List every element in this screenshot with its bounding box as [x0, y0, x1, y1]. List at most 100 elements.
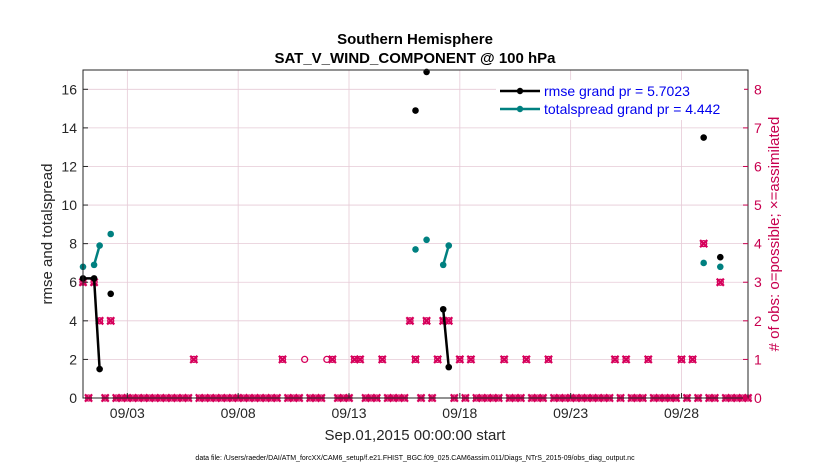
obs-possible-marker [500, 355, 508, 364]
obs-assimilated-marker-stroke2 [355, 355, 365, 364]
ticks: 09/03 09/08 09/13 09/18 09/23 09/280246810121… [61, 81, 762, 421]
totalspread-line [92, 245, 101, 266]
y-right-tick-label: 5 [754, 197, 762, 213]
obs-assimilated-marker-stroke2 [610, 355, 620, 364]
y-right-tick-label: 6 [754, 158, 762, 174]
rmse-point [700, 134, 707, 141]
obs-possible-marker [406, 317, 414, 325]
rmse-point [107, 290, 115, 298]
obs-possible-marker [522, 355, 530, 364]
obs-possible-marker [456, 355, 464, 364]
obs-possible-marker [328, 355, 337, 364]
obs-assimilated-marker-stroke2 [688, 355, 697, 364]
x-tick-label: 09/18 [442, 405, 477, 421]
rmse-point [439, 305, 447, 313]
totalspread-point [716, 263, 724, 271]
totalspread-point [96, 242, 103, 249]
obs-possible-marker [411, 355, 420, 364]
y-right-tick-label: 1 [754, 351, 762, 367]
y-tick-label: 16 [61, 81, 77, 97]
rmse-point [445, 363, 453, 371]
obs-possible-marker [688, 355, 697, 364]
obs-assimilated-marker-stroke2 [715, 277, 725, 287]
rmse-point [90, 275, 98, 282]
totalspread-point [107, 230, 115, 238]
obs-possible-marker [677, 355, 686, 364]
obs-possible-marker [644, 355, 652, 364]
obs-assimilated-marker-stroke2 [521, 355, 531, 364]
totalspread-point [412, 246, 419, 253]
legend-rmse-text: rmse grand pr = 5.7023 [544, 83, 690, 99]
y-tick-label: 2 [69, 351, 77, 367]
y-tick-label: 12 [61, 158, 77, 174]
obs-assimilated-marker-stroke2 [621, 355, 631, 364]
totalspread-point [439, 261, 447, 269]
x-tick-label: 09/23 [553, 405, 588, 421]
totalspread-point [423, 236, 430, 244]
y-right-tick-label: 3 [754, 274, 762, 290]
y-tick-label: 6 [69, 274, 77, 290]
chart-subtitle: SAT_V_WIND_COMPONENT @ 100 hPa [274, 50, 556, 67]
obs-assimilated-marker-stroke2 [499, 355, 509, 364]
obs-possible-marker [611, 355, 619, 364]
y-tick-label: 0 [69, 390, 77, 406]
totalspread-point [90, 261, 98, 269]
obs-assimilated-marker-stroke2 [699, 239, 709, 249]
obs-possible-marker [434, 355, 442, 364]
obs-possible-marker [544, 355, 553, 364]
legend-rmse-marker [516, 87, 524, 95]
y-tick-label: 4 [69, 313, 77, 329]
obs-assimilated-marker-stroke2 [455, 355, 465, 364]
obs-assimilated-marker-stroke2 [422, 316, 431, 326]
obs-possible-marker [107, 317, 115, 325]
rmse-point [716, 253, 724, 261]
x-axis-label: Sep.01,2015 00:00:00 start [325, 427, 507, 444]
obs-assimilated-marker-stroke2 [643, 355, 653, 364]
obs-possible-marker [622, 355, 630, 364]
totalspread-point [700, 259, 707, 267]
legend-spread-text: totalspread grand pr = 4.442 [544, 101, 721, 117]
obs-possible-marker [716, 278, 724, 286]
obs-possible-marker [467, 355, 475, 364]
y-right-tick-label: 2 [754, 313, 762, 329]
obs-possible-marker [278, 355, 287, 364]
y-tick-label: 10 [61, 197, 77, 213]
x-tick-label: 09/03 [110, 405, 145, 421]
rmse-line [441, 309, 450, 368]
obs-possible-marker [700, 239, 708, 248]
rmse-point [96, 365, 103, 373]
legend-spread-marker [516, 105, 524, 113]
y-axis-label: rmse and totalspread [39, 164, 56, 305]
x-tick-label: 09/08 [221, 405, 256, 421]
obs-assimilated-marker-stroke2 [189, 355, 199, 364]
chart-title: Southern Hemisphere [337, 31, 493, 48]
obs-assimilated-marker-stroke2 [278, 355, 287, 364]
data-file-footer: data file: /Users/raeder/DAI/ATM_forcXX/… [195, 455, 635, 462]
axes-background [83, 70, 748, 398]
obs-assimilated-marker-stroke2 [106, 316, 116, 326]
y-right-tick-label: 8 [754, 81, 762, 97]
x-tick-label: 09/28 [664, 405, 699, 421]
obs-assimilated-marker-stroke2 [544, 355, 553, 364]
obs-possible-marker [378, 355, 386, 364]
legend: rmse grand pr = 5.7023 totalspread grand… [496, 80, 744, 120]
obs-possible-marker [301, 355, 309, 364]
obs-possible-marker [190, 355, 198, 364]
obs-possible-marker [356, 355, 364, 364]
obs-possible-marker [445, 317, 453, 325]
y-right-tick-label: 0 [754, 390, 762, 406]
obs-assimilated-marker-stroke2 [677, 355, 686, 364]
x-tick-label: 09/13 [331, 405, 366, 421]
obs-assimilated-marker-stroke2 [433, 355, 443, 364]
obs-assimilated-marker-stroke2 [377, 355, 387, 364]
obs-possible-marker [422, 317, 431, 325]
totalspread-line [442, 245, 450, 266]
obs-assimilated-marker-stroke2 [411, 355, 420, 364]
obs-assimilated-marker-stroke2 [444, 316, 454, 326]
y-tick-label: 8 [69, 236, 77, 252]
obs-assimilated-marker-stroke2 [405, 316, 415, 326]
y-right-tick-label: 7 [754, 120, 762, 136]
legend-box [496, 80, 744, 120]
y-axis-right-label: # of obs: o=possible; ×=assimilated [766, 117, 783, 352]
rmse-point [412, 107, 419, 114]
